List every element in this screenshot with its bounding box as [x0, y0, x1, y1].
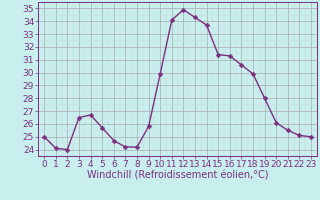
X-axis label: Windchill (Refroidissement éolien,°C): Windchill (Refroidissement éolien,°C): [87, 171, 268, 181]
